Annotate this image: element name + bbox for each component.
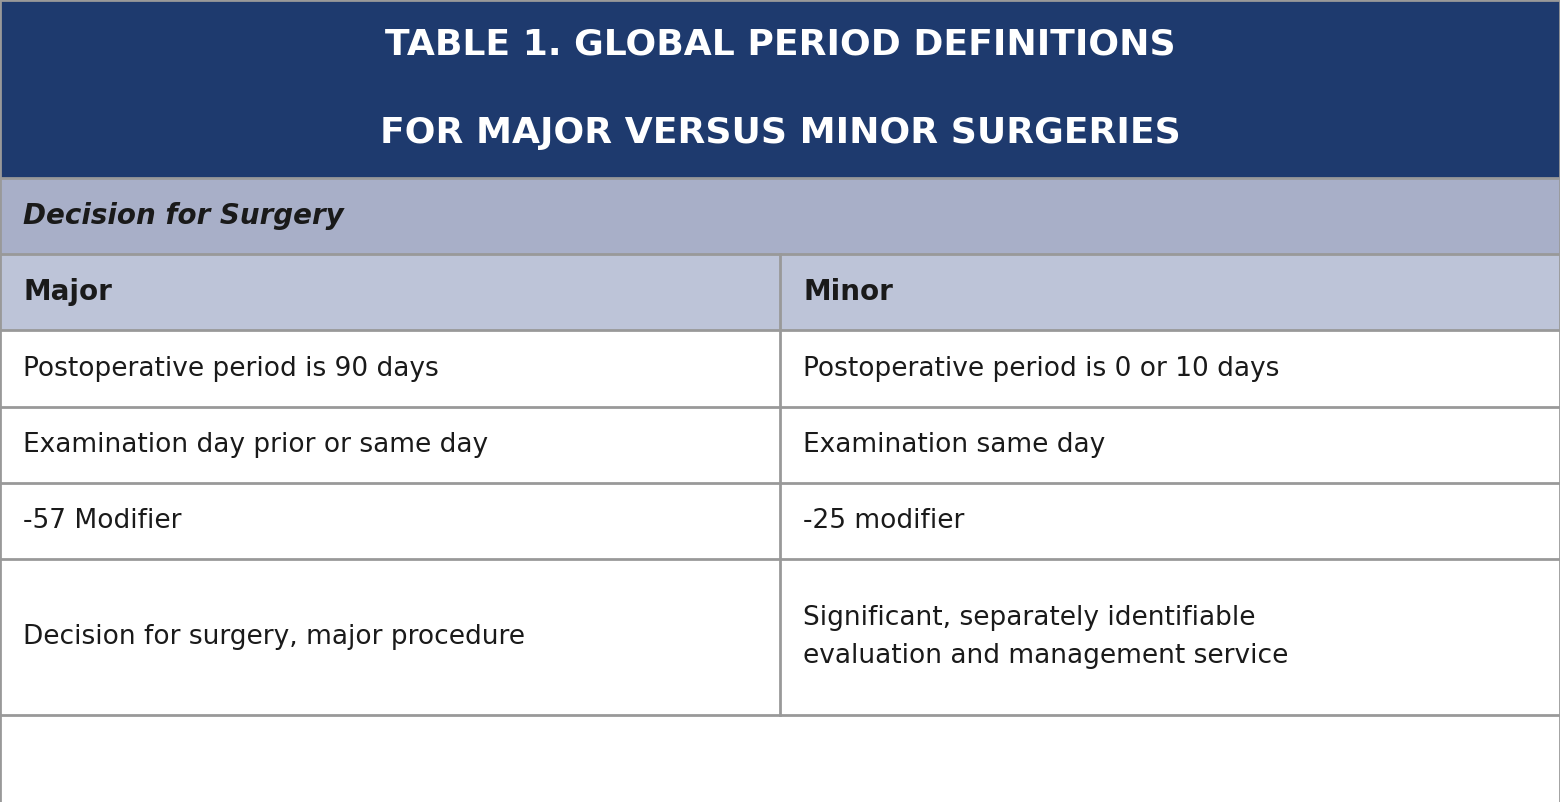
Bar: [780, 330, 1560, 407]
Bar: [0, 254, 780, 330]
Bar: [780, 483, 1560, 559]
Text: Postoperative period is 0 or 10 days: Postoperative period is 0 or 10 days: [803, 355, 1279, 382]
Bar: [780, 254, 1560, 330]
Text: FOR MAJOR VERSUS MINOR SURGERIES: FOR MAJOR VERSUS MINOR SURGERIES: [379, 116, 1181, 150]
Bar: [0, 407, 780, 483]
Text: Decision for surgery, major procedure: Decision for surgery, major procedure: [23, 624, 526, 650]
Bar: [0, 0, 1560, 178]
Text: Significant, separately identifiable
evaluation and management service: Significant, separately identifiable eva…: [803, 606, 1289, 669]
Bar: [0, 330, 780, 407]
Bar: [780, 407, 1560, 483]
Text: Minor: Minor: [803, 278, 894, 306]
Text: -25 modifier: -25 modifier: [803, 508, 964, 534]
Text: Examination day prior or same day: Examination day prior or same day: [23, 431, 488, 458]
Text: TABLE 1. GLOBAL PERIOD DEFINITIONS: TABLE 1. GLOBAL PERIOD DEFINITIONS: [385, 28, 1175, 62]
Bar: [780, 559, 1560, 715]
Text: Major: Major: [23, 278, 112, 306]
Bar: [0, 559, 780, 715]
Text: -57 Modifier: -57 Modifier: [23, 508, 183, 534]
Text: Decision for Surgery: Decision for Surgery: [23, 202, 345, 230]
Text: Examination same day: Examination same day: [803, 431, 1106, 458]
Bar: [0, 483, 780, 559]
Bar: [0, 178, 1560, 254]
Text: Postoperative period is 90 days: Postoperative period is 90 days: [23, 355, 440, 382]
